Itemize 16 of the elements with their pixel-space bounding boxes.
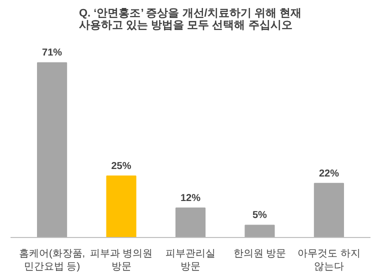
bar [244,224,275,238]
x-tick-label: 피부관리실 방문 [166,248,216,273]
x-tick-label: 아무것도 하지 않는다 [298,248,360,273]
data-label: 71% [42,48,62,59]
data-label: 12% [180,192,201,204]
data-label: 22% [318,168,340,180]
bar [106,175,136,238]
x-tick-label: 피부과 병의원 방문 [90,248,153,273]
data-label: 5% [252,210,268,222]
bar [314,182,344,238]
chart-title: Q. ‘안면홍조’ 증상을 개선/치료하기 위해 현재 사용하고 있는 방법을 모두 선택해 주십시오 [78,8,302,32]
data-label: 25% [111,160,132,172]
bar [175,207,206,238]
x-tick-label: 홈케어(화장품, 민간요법 등) [18,248,86,273]
bar [37,62,68,238]
x-tick-label: 한의원 방문 [233,248,286,260]
